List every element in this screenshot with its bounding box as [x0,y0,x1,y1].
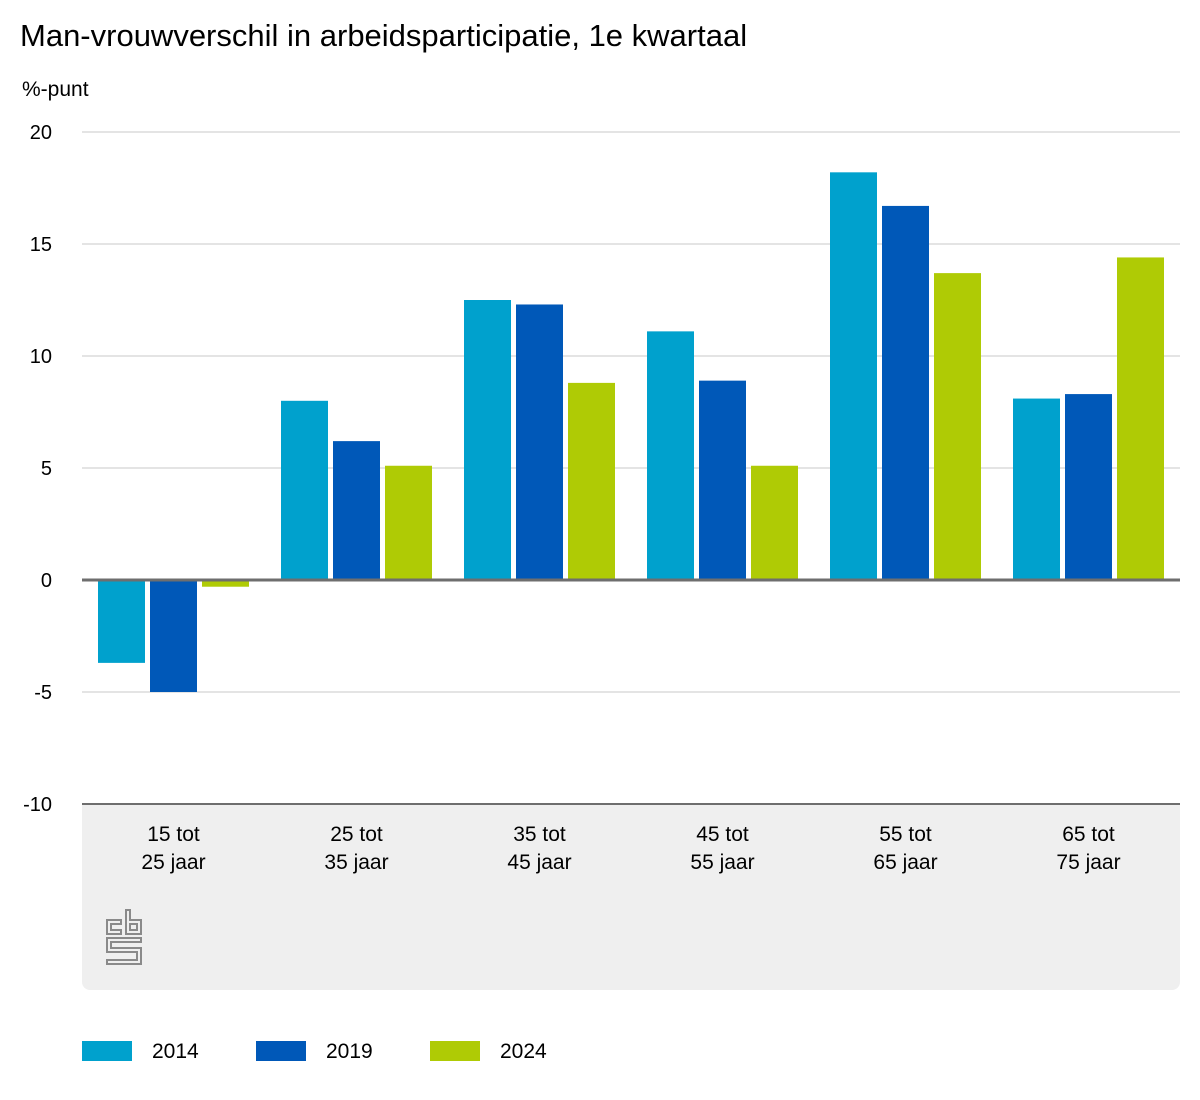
category-panel [82,804,1180,990]
y-tick-label: -10 [23,794,52,816]
logo-c-shape [106,919,122,935]
bar-2014-cat-1 [98,580,145,663]
bar-2024-cat-2 [385,465,432,580]
legend-swatch-2019 [256,1041,306,1061]
category-label: 65 tot [1062,823,1115,846]
bar-2024-cat-1 [202,580,249,587]
bar-2024-cat-4 [751,465,798,580]
bar-2014-cat-4 [647,331,694,580]
category-label: 65 jaar [873,851,937,874]
bar-2014-cat-6 [1013,398,1060,580]
category-label: 75 jaar [1056,851,1120,874]
chart-title: Man-vrouwverschil in arbeidsparticipatie… [20,18,747,53]
bar-2019-cat-5 [882,205,929,581]
category-label: 25 jaar [141,851,205,874]
legend-swatch-2024 [430,1041,480,1061]
bars [98,172,1164,692]
y-tick-label: 20 [30,122,52,144]
axis-lines [82,578,1180,805]
bar-2019-cat-3 [516,304,563,580]
logo-s-shape [106,937,142,965]
cbs-logo-mark [106,909,142,965]
y-tick-label: 0 [41,570,52,592]
gridlines [82,131,1180,693]
bar-2014-cat-2 [281,400,328,580]
legend-label-2019: 2019 [326,1040,373,1063]
bar-2014-cat-5 [830,172,877,580]
bar-2014-cat-3 [464,300,511,580]
y-tick-label: 5 [41,458,52,480]
category-label: 25 tot [330,823,383,846]
y-tick-label: 10 [30,346,52,368]
category-label: 35 tot [513,823,566,846]
bar-2019-cat-1 [150,580,197,692]
category-panel-top [82,804,1180,816]
category-label: 45 tot [696,823,749,846]
legend: 2014 2019 2024 [82,1040,547,1063]
category-panel-bg [82,804,1180,990]
category-label: 45 jaar [507,851,571,874]
category-label: 35 jaar [324,851,388,874]
category-label: 15 tot [147,823,200,846]
bar-2019-cat-2 [333,441,380,580]
category-labels: 15 tot 25 jaar 25 tot 35 jaar 35 tot 45 jaar 4… [141,823,1120,874]
legend-label-2014: 2014 [152,1040,199,1063]
legend-label-2024: 2024 [500,1040,547,1063]
y-tick-labels: 20 15 10 5 0 -5 -10 [23,122,52,816]
bar-2019-cat-4 [699,380,746,580]
category-label: 55 jaar [690,851,754,874]
bar-2024-cat-5 [934,273,981,580]
y-tick-label: 15 [30,234,52,256]
logo-b-shape [125,909,142,935]
y-tick-label: -5 [34,682,52,704]
y-axis-label: %-punt [22,78,89,101]
category-label: 55 tot [879,823,932,846]
legend-swatch-2014 [82,1041,132,1061]
bar-2019-cat-6 [1065,394,1112,580]
bar-2024-cat-3 [568,382,615,580]
bar-2024-cat-6 [1117,257,1164,580]
cbs-logo [106,909,142,965]
